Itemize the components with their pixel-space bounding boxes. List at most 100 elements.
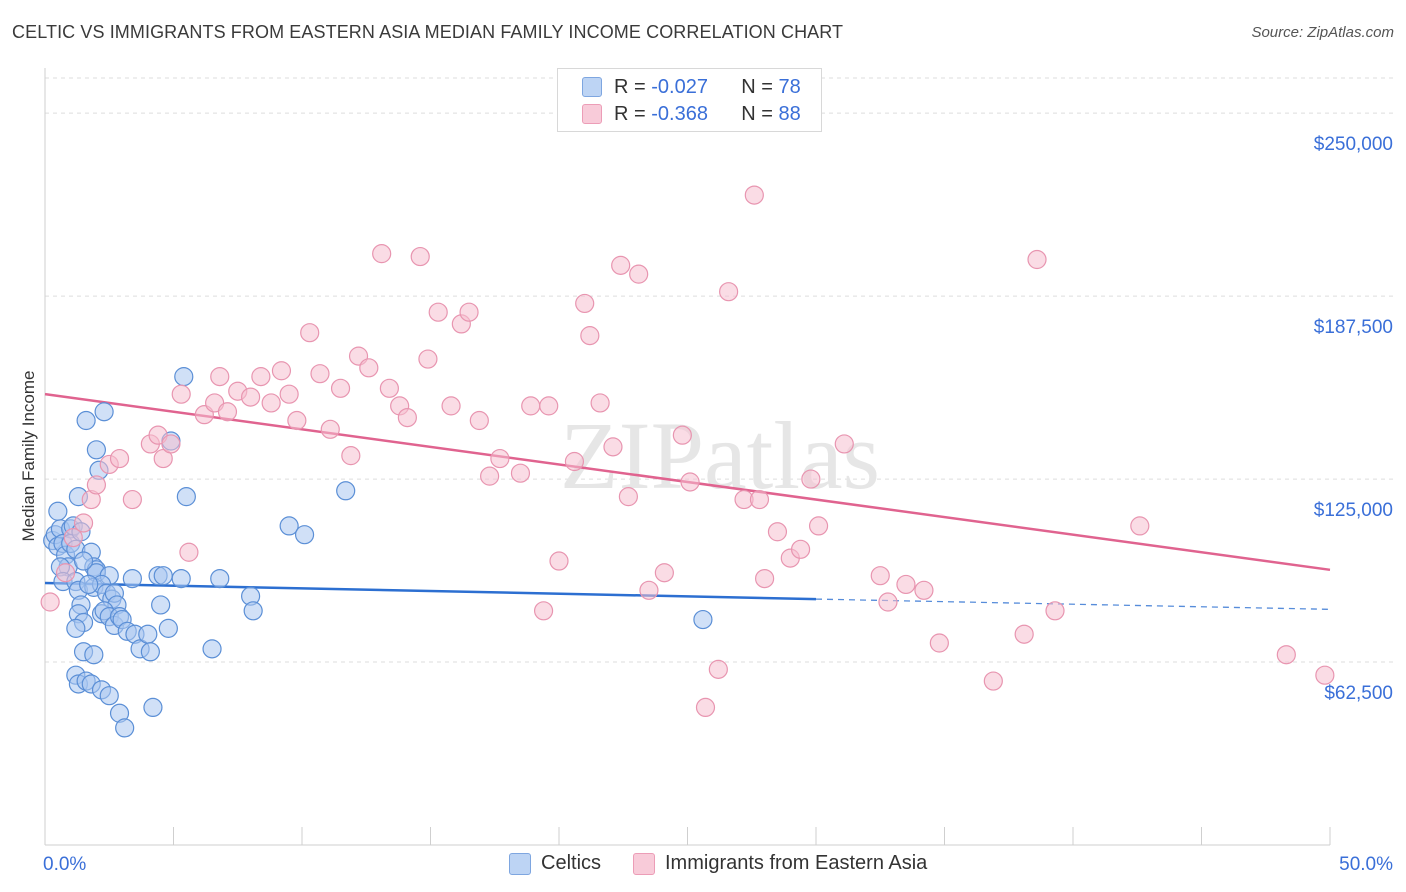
immigrants-point (428, 302, 448, 322)
r-value: -0.027 (651, 75, 708, 98)
immigrants-point (161, 434, 181, 454)
celtics-point (66, 618, 86, 638)
y-tick-label: $250,000 (1314, 134, 1393, 155)
y-tick-label: $62,500 (1324, 683, 1393, 704)
immigrants-point (397, 407, 417, 428)
immigrants-point (410, 246, 430, 267)
legend-label-celtics: Celtics (541, 852, 602, 874)
immigrants-point (359, 358, 379, 378)
immigrants-point (672, 425, 692, 445)
immigrants-point (719, 282, 739, 302)
celtics-point (336, 481, 356, 501)
immigrants-point (55, 563, 76, 583)
immigrants-point (480, 466, 500, 486)
immigrants-point (744, 185, 764, 205)
celtics-point (176, 487, 196, 507)
x-tick-label: 50.0% (1339, 854, 1393, 875)
y-tick-label: $187,500 (1314, 317, 1393, 338)
immigrants-point (749, 489, 770, 510)
immigrants-point (320, 419, 340, 439)
immigrants-point (914, 580, 934, 600)
immigrants-point (310, 364, 330, 384)
celtics-point (294, 525, 315, 545)
immigrants-point (929, 633, 949, 653)
immigrants-point (210, 367, 230, 387)
n-value: 88 (778, 102, 801, 125)
immigrants-point (654, 563, 674, 583)
celtics-point (279, 516, 299, 536)
celtics-point (73, 551, 94, 571)
immigrants-point (564, 451, 585, 472)
celtics-point (151, 595, 171, 615)
immigrants-point (217, 402, 238, 422)
immigrants-point (539, 396, 559, 416)
immigrants-point (695, 697, 716, 718)
immigrants-point (611, 255, 631, 275)
immigrants-point (469, 410, 489, 431)
axes (44, 68, 1331, 846)
immigrants-point (801, 469, 821, 489)
immigrants-point (629, 264, 649, 284)
immigrants-point (287, 410, 307, 431)
immigrants-point (983, 671, 1003, 691)
immigrants-point (603, 437, 623, 457)
immigrants-point (441, 396, 461, 416)
immigrants-point (63, 528, 83, 548)
celtics-point (243, 601, 263, 621)
source-label: Source: ZipAtlas.com (1251, 24, 1394, 41)
immigrants-point (179, 542, 199, 562)
immigrants-point (639, 580, 659, 600)
celtics-point (76, 410, 96, 431)
celtics-point (79, 574, 99, 595)
immigrants-point (40, 592, 60, 612)
celtics-point (86, 440, 107, 460)
immigrants-point (870, 566, 890, 586)
immigrants-point (379, 378, 399, 398)
legend-label-immigrants: Immigrants from Eastern Asia (665, 852, 928, 874)
celtics-point (122, 568, 142, 589)
immigrants-point (241, 387, 261, 407)
celtics-point (48, 501, 68, 521)
immigrants-point (1315, 665, 1335, 685)
n-label: N = (741, 102, 779, 125)
celtics-swatch (582, 77, 602, 97)
celtics-point (210, 568, 230, 589)
series-legend: Celtics Immigrants from Eastern Asia (0, 852, 1406, 878)
legend-row-immigrants: R = -0.368 N = 88 (582, 101, 801, 127)
chart-title: CELTIC VS IMMIGRANTS FROM EASTERN ASIA M… (12, 22, 844, 42)
immigrants-point (790, 539, 811, 559)
immigrants-point (618, 487, 638, 507)
immigrants-point (341, 446, 361, 466)
n-value: 78 (778, 75, 801, 98)
immigrants-point (580, 326, 600, 346)
immigrants-point (490, 448, 510, 469)
immigrants-point (330, 378, 351, 398)
correlation-legend: R = -0.027 N = 78 R = -0.368 N = 88 (557, 68, 822, 132)
legend-item-immigrants: Immigrants from Eastern Asia (633, 852, 927, 875)
tick-labels: $62,500 $125,000 $187,500 $250,000 0.0% 50.0% (43, 134, 1393, 875)
immigrants-point (1045, 601, 1065, 621)
immigrants-swatch (633, 852, 655, 875)
immigrants-point (708, 659, 728, 679)
celtics-point (84, 645, 104, 665)
celtics-point (94, 402, 114, 422)
r-value: -0.368 (651, 102, 708, 125)
immigrants-point (834, 434, 854, 454)
y-tick-label: $125,000 (1314, 500, 1393, 521)
legend-item-celtics: Celtics (509, 852, 601, 875)
immigrants-point (171, 384, 191, 404)
immigrants-point (575, 293, 595, 314)
gridlines (45, 77, 1395, 663)
x-tick-label: 0.0% (43, 854, 86, 875)
immigrants-point (1130, 516, 1150, 536)
immigrants-point (521, 396, 541, 416)
r-label: R = (614, 75, 652, 98)
r-label: R = (614, 102, 652, 125)
immigrants-point (1014, 624, 1034, 644)
immigrants-point (261, 393, 281, 413)
immigrants-point (533, 601, 554, 621)
immigrants-point (590, 393, 610, 413)
immigrants-point (878, 592, 898, 612)
y-axis-label: Median Family Income (19, 370, 38, 541)
celtics-point (138, 624, 158, 644)
